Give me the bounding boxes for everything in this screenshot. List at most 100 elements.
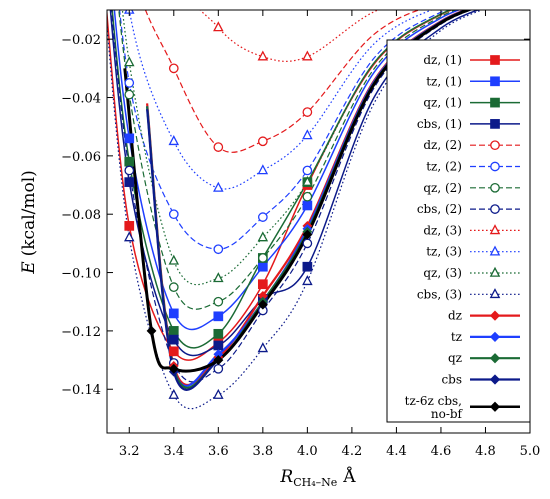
y-tick-label: −0.06 bbox=[61, 150, 101, 165]
data-point bbox=[302, 165, 313, 176]
legend-label: cbs, (1) bbox=[417, 117, 462, 131]
legend-label: qz, (3) bbox=[423, 266, 462, 280]
data-point bbox=[302, 261, 313, 272]
data-point bbox=[213, 363, 224, 374]
data-point bbox=[257, 212, 268, 222]
data-point bbox=[168, 388, 180, 399]
legend-label: cbs bbox=[441, 373, 462, 387]
legend-marker bbox=[489, 401, 501, 412]
data-point bbox=[213, 244, 224, 255]
y-axis-title-symbol: E bbox=[19, 261, 39, 275]
x-tick-label: 5.0 bbox=[520, 444, 541, 459]
legend-label: qz, (2) bbox=[423, 181, 462, 195]
data-point bbox=[124, 165, 135, 176]
legend-label: cbs, (3) bbox=[417, 287, 462, 301]
data-point bbox=[146, 325, 157, 336]
data-point bbox=[213, 340, 224, 351]
legend-marker bbox=[489, 245, 501, 256]
data-point bbox=[213, 181, 224, 192]
data-point bbox=[124, 221, 135, 231]
data-point bbox=[257, 261, 268, 272]
y-axis-title: E (kcal/mol) bbox=[19, 170, 39, 275]
data-point bbox=[168, 282, 179, 292]
legend-marker bbox=[489, 266, 501, 277]
data-point bbox=[257, 342, 269, 353]
x-axis-title-main: R bbox=[279, 467, 293, 487]
data-point bbox=[257, 50, 269, 61]
x-axis-title-unit: Å bbox=[342, 466, 356, 487]
data-point bbox=[213, 21, 224, 32]
data-point bbox=[302, 191, 313, 202]
legend-label: dz, (3) bbox=[423, 223, 462, 237]
data-point bbox=[168, 209, 179, 220]
data-point bbox=[302, 200, 313, 211]
data-point bbox=[302, 175, 313, 186]
data-point bbox=[124, 78, 135, 88]
legend: dz, (1) tz, (1) qz, (1) cbs, (1) dz, (2) tz, … bbox=[386, 39, 531, 423]
x-tick-label: 3.6 bbox=[208, 444, 229, 459]
series-line bbox=[118, 10, 448, 250]
data-point bbox=[213, 272, 224, 283]
x-tick-label: 4.2 bbox=[342, 444, 363, 459]
legend-label: tz, (1) bbox=[426, 74, 462, 88]
legend-label: tz bbox=[451, 330, 462, 344]
data-point bbox=[257, 136, 268, 147]
legend-marker bbox=[490, 55, 500, 65]
legend-marker bbox=[490, 76, 500, 87]
legend-label: qz, (1) bbox=[423, 96, 462, 110]
y-tick-label: −0.08 bbox=[61, 208, 101, 223]
data-point bbox=[257, 279, 268, 290]
data-point bbox=[168, 326, 179, 336]
legend-marker bbox=[490, 97, 500, 108]
y-tick-label: −0.02 bbox=[61, 33, 101, 48]
legend-label: dz, (1) bbox=[423, 53, 462, 67]
x-axis-title: RCH₄–Ne Å bbox=[279, 466, 356, 489]
series-markers bbox=[123, 10, 313, 399]
legend-label: dz, (2) bbox=[423, 138, 462, 152]
data-point bbox=[257, 253, 268, 263]
legend-marker bbox=[489, 224, 501, 235]
series-line bbox=[121, 10, 452, 286]
legend-marker bbox=[490, 140, 500, 151]
data-point bbox=[257, 299, 268, 310]
x-tick-label: 3.8 bbox=[252, 444, 273, 459]
legend-label: dz bbox=[448, 309, 462, 323]
series-line bbox=[144, 10, 421, 153]
legend-label: no-bf bbox=[431, 407, 464, 421]
data-point bbox=[213, 142, 224, 152]
data-point bbox=[124, 156, 135, 167]
x-tick-label: 4.6 bbox=[431, 444, 452, 459]
data-point bbox=[302, 107, 313, 117]
data-point bbox=[124, 133, 135, 144]
y-tick-label: −0.12 bbox=[61, 325, 101, 340]
data-point bbox=[123, 231, 135, 242]
data-point bbox=[168, 254, 180, 265]
x-axis-ticks: 3.2 3.4 3.6 3.8 4.0 4.2 4.4 4.6 4.8 5.0 bbox=[119, 10, 540, 459]
data-point bbox=[168, 334, 179, 345]
data-point bbox=[168, 308, 179, 319]
legend-marker bbox=[490, 182, 500, 193]
x-tick-label: 4.0 bbox=[297, 444, 318, 459]
legend-marker bbox=[490, 204, 500, 214]
data-point bbox=[168, 363, 179, 374]
data-point bbox=[213, 388, 224, 399]
legend-marker bbox=[490, 119, 500, 129]
legend-marker bbox=[489, 353, 501, 364]
data-point bbox=[302, 229, 313, 240]
legend-label: tz-6z cbs, bbox=[405, 394, 462, 408]
legend-label: tz, (2) bbox=[426, 160, 462, 174]
x-tick-label: 3.4 bbox=[163, 444, 184, 459]
legend-marker bbox=[489, 374, 501, 385]
data-point bbox=[257, 231, 269, 242]
y-tick-label: −0.04 bbox=[61, 92, 101, 107]
legend-marker bbox=[489, 288, 501, 299]
data-point bbox=[124, 89, 135, 100]
x-tick-label: 4.8 bbox=[475, 444, 496, 459]
y-tick-label: −0.10 bbox=[61, 267, 101, 282]
data-point bbox=[302, 129, 313, 140]
data-point bbox=[124, 177, 135, 187]
data-point bbox=[123, 56, 135, 67]
legend-marker bbox=[489, 331, 501, 343]
data-point bbox=[168, 135, 180, 146]
